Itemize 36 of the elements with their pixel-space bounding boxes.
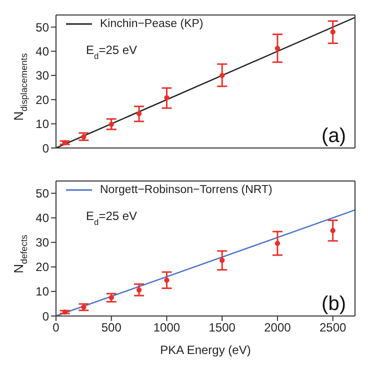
point — [220, 72, 225, 78]
x-tick-label: 1500 — [208, 320, 236, 335]
x-tick-label: 1000 — [153, 320, 180, 335]
point — [164, 278, 170, 283]
y-tick-label: 40 — [36, 44, 50, 59]
y-tick-label: 30 — [36, 68, 50, 83]
y-tick-label: 40 — [36, 211, 50, 226]
annotation: E$_{d}$=25 eV — [86, 209, 138, 227]
y-tick-label: 50 — [36, 20, 50, 34]
point — [164, 95, 170, 100]
y-tick-label: 20 — [36, 92, 50, 107]
legend-label: Kinchin−Pease (KP) — [100, 18, 204, 30]
y-tick-label: 10 — [36, 284, 50, 299]
y-tick-label: 0 — [42, 141, 50, 156]
annotation: (a) — [322, 125, 346, 147]
point — [274, 46, 280, 51]
y-tick-label: 10 — [36, 117, 50, 132]
point — [330, 29, 336, 35]
annotation: E$_{d}$=25 eV — [86, 43, 138, 61]
y-tick-label: 0 — [42, 309, 50, 324]
x-axis-title: PKA Energy (eV) — [160, 343, 251, 357]
x-tick-label: 2000 — [264, 320, 292, 335]
x-tick-label: 500 — [101, 320, 122, 335]
point — [108, 122, 114, 127]
x-tick-label: 0 — [52, 320, 60, 335]
legend-label: Norgett−Robinson−Torrens (NRT) — [100, 184, 272, 196]
x-tick-label: 2500 — [320, 320, 347, 335]
point — [136, 111, 142, 116]
point — [274, 240, 280, 246]
y-tick-label: 50 — [36, 186, 50, 201]
point — [330, 228, 336, 234]
y-tick-label: 30 — [36, 236, 50, 250]
annotation: (b) — [322, 293, 346, 315]
y-tick-label: 20 — [36, 260, 50, 274]
point — [136, 287, 142, 293]
point — [220, 258, 225, 263]
